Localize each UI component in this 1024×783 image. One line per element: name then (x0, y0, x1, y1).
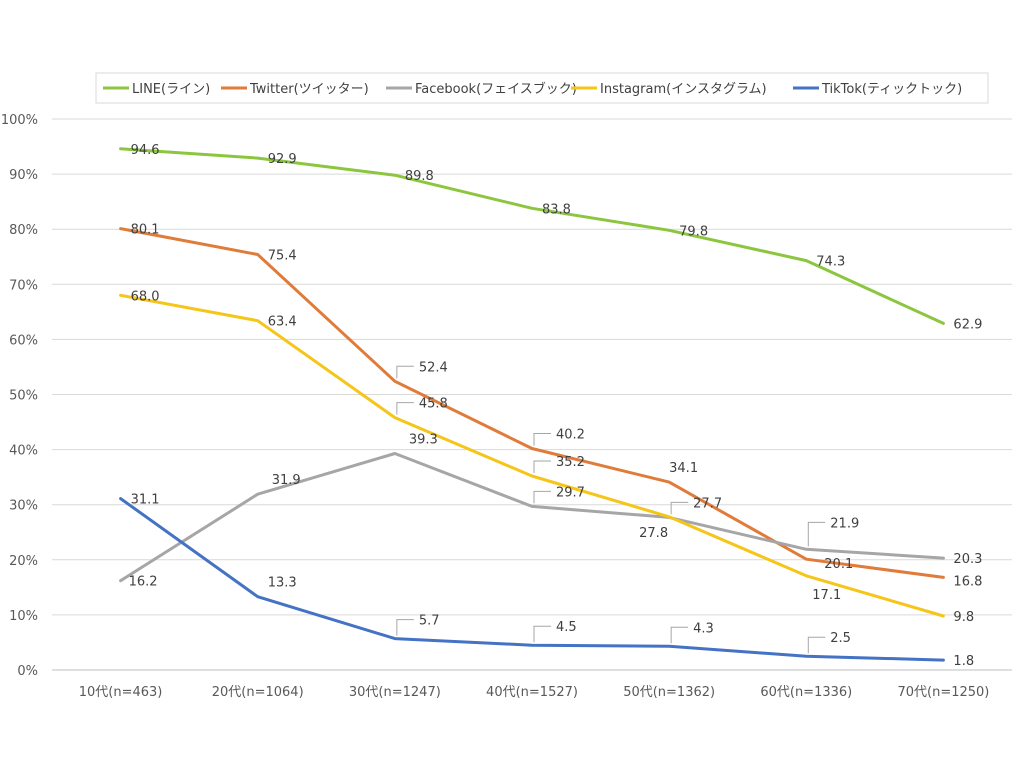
data-label: 9.8 (953, 610, 974, 625)
data-label: 62.9 (953, 317, 982, 332)
data-label: 83.8 (542, 202, 571, 217)
data-label: 27.7 (693, 496, 722, 511)
data-label: 80.1 (131, 223, 160, 238)
data-label: 4.5 (556, 620, 577, 635)
x-axis-ticks: 10代(n=463) 20代(n=1064) 30代(n=1247) 40代(n=15… (79, 685, 990, 700)
data-label: 35.2 (556, 455, 585, 470)
data-label: 89.8 (405, 169, 434, 184)
label-leader-line (807, 521, 826, 547)
data-label: 40.2 (556, 427, 585, 442)
label-leader-line (396, 619, 414, 636)
x-tick-label: 30代(n=1247) (349, 685, 441, 700)
x-tick-label: 40代(n=1527) (486, 685, 578, 700)
label-leader-line (533, 490, 551, 504)
y-tick-label: 80% (9, 223, 38, 238)
data-label: 39.3 (409, 432, 438, 447)
legend-label: Instagram(インスタグラム) (600, 82, 767, 97)
y-axis-ticks: 0% 10% 20% 30% 40% 50% 60% 70% 80% 90% 100% (1, 113, 38, 679)
data-label: 16.8 (953, 574, 982, 589)
series-lines (119, 147, 945, 662)
data-label: 68.0 (131, 289, 160, 304)
data-label: 75.4 (268, 249, 297, 264)
x-tick-label: 60代(n=1336) (760, 685, 852, 700)
y-tick-label: 90% (9, 168, 38, 183)
y-tick-label: 40% (9, 444, 38, 459)
data-label: 5.7 (419, 614, 440, 629)
label-leader-line (533, 432, 551, 446)
data-label: 4.3 (693, 621, 714, 636)
legend-label: Facebook(フェイスブック) (415, 81, 577, 97)
data-label: 20.1 (824, 557, 853, 572)
x-tick-label: 50代(n=1362) (623, 685, 715, 700)
y-tick-label: 50% (9, 389, 38, 404)
data-label: 31.1 (131, 493, 160, 508)
data-label: 63.4 (268, 315, 297, 330)
data-label: 17.1 (812, 588, 841, 603)
data-label: 31.9 (272, 473, 301, 488)
data-label: 34.1 (669, 461, 698, 476)
label-leader-line (533, 625, 551, 643)
data-label: 45.8 (419, 397, 448, 412)
legend-box (95, 72, 989, 104)
data-label: 92.9 (268, 152, 297, 167)
legend-label: TikTok(ティックトック) (821, 82, 962, 97)
y-tick-label: 20% (9, 554, 38, 569)
series-line-1 (119, 227, 945, 579)
data-label: 13.3 (268, 576, 297, 591)
y-tick-label: 70% (9, 278, 38, 293)
series-line-0 (119, 147, 945, 325)
data-label: 1.8 (953, 654, 974, 669)
data-label: 27.8 (639, 526, 668, 541)
data-label: 94.6 (131, 143, 160, 158)
label-leader-line (807, 636, 826, 654)
y-tick-label: 100% (1, 113, 38, 128)
data-label: 2.5 (830, 631, 851, 646)
series-line-3 (119, 293, 945, 618)
data-label: 74.3 (816, 255, 845, 270)
series-line-4 (119, 497, 945, 662)
label-leader-line (396, 365, 414, 379)
legend-label: Twitter(ツイッター) (249, 82, 369, 97)
x-tick-label: 10代(n=463) (79, 685, 163, 700)
data-label: 16.2 (129, 575, 158, 590)
y-tick-label: 0% (17, 664, 38, 679)
y-tick-label: 10% (9, 609, 38, 624)
x-tick-label: 70代(n=1250) (897, 685, 989, 700)
data-label: 52.4 (419, 360, 448, 375)
label-leader-line (670, 626, 689, 644)
label-leader-line (670, 501, 689, 515)
data-label: 21.9 (830, 516, 859, 531)
y-tick-label: 30% (9, 499, 38, 514)
data-labels: 94.6 92.9 89.8 83.8 79.8 74.3 62.9 80.1 75.4 52.4… (129, 143, 983, 669)
data-label: 79.8 (679, 224, 708, 239)
legend-label: LINE(ライン) (132, 82, 210, 97)
label-leader-line (396, 402, 414, 415)
y-tick-label: 60% (9, 333, 38, 348)
x-tick-label: 20代(n=1064) (212, 685, 304, 700)
gridlines (52, 118, 1012, 671)
series-line-2 (119, 452, 945, 583)
data-label: 29.7 (556, 485, 585, 500)
label-leader-line (533, 460, 551, 474)
legend: LINE(ライン) Twitter(ツイッター) Facebook(フェイスブック)… (95, 72, 989, 104)
data-label: 20.3 (953, 552, 982, 567)
